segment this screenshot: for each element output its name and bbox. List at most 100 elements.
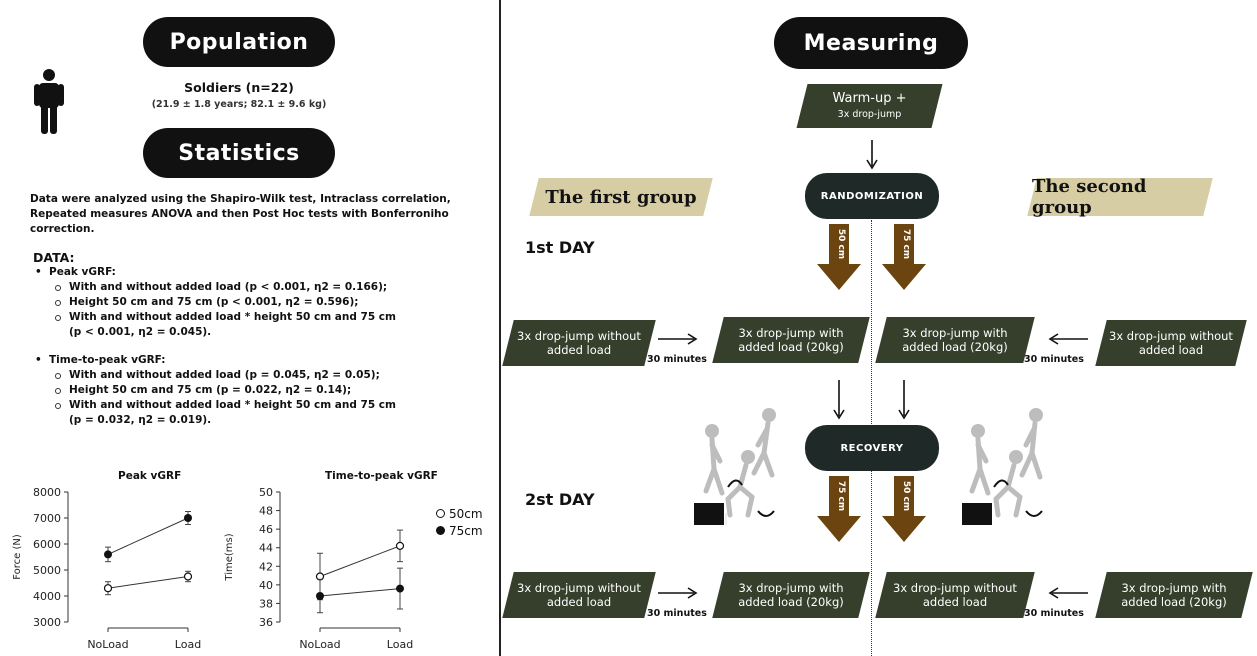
arrow-label: 75 cm <box>901 229 911 259</box>
row2-box-2: 3x drop-jump with added load (20kg) <box>712 572 870 618</box>
y-tick-label: 50 <box>259 486 273 499</box>
arrow-right-icon <box>658 587 698 599</box>
drop-jump-illustration-left <box>694 408 776 525</box>
open-circle-icon <box>436 509 445 518</box>
list-item: With and without added load (p = 0.045, … <box>35 368 475 383</box>
data-point-50cm <box>395 541 405 550</box>
arrow-down-icon <box>866 140 878 170</box>
y-tick-label: 7000 <box>33 512 61 525</box>
y-tick-label: 4000 <box>33 590 61 603</box>
person-icon <box>34 69 64 134</box>
statistics-title: Statistics <box>143 128 335 178</box>
recovery-box: RECOVERY <box>805 425 939 471</box>
y-tick-label: 40 <box>259 579 273 592</box>
series-line-75cm <box>319 588 401 597</box>
list-item: (p < 0.001, η2 = 0.045). <box>69 326 212 338</box>
row2-box-4: 3x drop-jump with added load (20kg) <box>1095 572 1253 618</box>
arrow-50cm-day2: 50 cm <box>882 476 926 542</box>
data-label: DATA: <box>33 250 75 265</box>
y-tick-label: 42 <box>259 560 273 573</box>
minutes-label: 30 minutes <box>1024 608 1084 619</box>
y-tick-label: 5000 <box>33 564 61 577</box>
row2-box-3: 3x drop-jump without added load <box>875 572 1035 618</box>
list-item: Height 50 cm and 75 cm (p < 0.001, η2 = … <box>35 295 475 310</box>
ttp-label: Time-to-peak vGRF: <box>49 354 166 366</box>
arrow-50cm-day1: 50 cm <box>817 224 861 290</box>
arrow-down-icon <box>898 380 910 420</box>
row1-box-4: 3x drop-jump without added load <box>1095 320 1247 366</box>
data-point-50cm <box>103 584 113 593</box>
chart-legend: 50cm 75cm <box>436 506 483 540</box>
x-tick-label: NoLoad <box>299 638 340 651</box>
arrow-label: 50 cm <box>901 481 911 511</box>
ttp-vgrf-chart: 36 38 40 42 44 46 48 50 NoLoad Load Time(ms) <box>224 486 413 651</box>
y-tick-label: 46 <box>259 523 273 536</box>
y-tick-label: 36 <box>259 616 273 629</box>
arrow-label: 75 cm <box>836 481 846 511</box>
legend-label: 75cm <box>449 524 483 538</box>
y-tick-label: 3000 <box>33 616 61 629</box>
legend-item-50cm: 50cm <box>436 506 483 523</box>
filled-circle-icon <box>436 526 445 535</box>
measuring-title: Measuring <box>774 17 968 69</box>
list-item: With and without added load (p < 0.001, … <box>35 280 475 295</box>
data-point-75cm <box>184 514 192 522</box>
minutes-label: 30 minutes <box>1024 354 1084 365</box>
y-tick-label: 6000 <box>33 538 61 551</box>
arrow-75cm-day2: 75 cm <box>817 476 861 542</box>
warmup-line1: Warm-up + <box>832 90 907 106</box>
row1-box-3: 3x drop-jump with added load (20kg) <box>875 317 1035 363</box>
ttp-label-item: • Time-to-peak vGRF: <box>35 354 166 366</box>
x-tick-label: Load <box>387 638 413 651</box>
series-line-50cm <box>107 576 189 589</box>
y-tick-label: 8000 <box>33 486 61 499</box>
population-sub: (21.9 ± 1.8 years; 82.1 ± 9.6 kg) <box>151 99 327 110</box>
chart-title-ttp: Time-to-peak vGRF <box>325 470 438 482</box>
day1-label: 1st DAY <box>525 238 595 257</box>
arrow-right-icon <box>658 333 698 345</box>
randomization-box: RANDOMIZATION <box>805 173 939 219</box>
list-item: Height 50 cm and 75 cm (p = 0.022, η2 = … <box>35 383 475 398</box>
statistics-text: Data were analyzed using the Shapiro-Wil… <box>30 193 451 235</box>
population-title: Population <box>143 17 335 67</box>
data-point-75cm <box>396 584 404 593</box>
peak-vgrf-chart: 3000 4000 5000 6000 7000 8000 NoLoad Load Force … <box>12 486 201 651</box>
row1-box-1: 3x drop-jump without added load <box>502 320 656 366</box>
series-line-75cm <box>107 517 189 555</box>
list-item: With and without added load * height 50 … <box>35 310 475 325</box>
series-line-50cm <box>319 545 401 577</box>
arrow-left-icon <box>1048 587 1088 599</box>
peak-label: Peak vGRF: <box>49 266 116 278</box>
list-item: With and without added load * height 50 … <box>35 398 475 413</box>
y-tick-label: 48 <box>259 505 273 518</box>
chart-title-peak: Peak vGRF <box>118 470 182 482</box>
row2-box-1: 3x drop-jump without added load <box>502 572 656 618</box>
arrow-label: 50 cm <box>836 229 846 259</box>
arrow-75cm-day1: 75 cm <box>882 224 926 290</box>
minutes-label: 30 minutes <box>647 608 707 619</box>
second-group-label: The second group <box>1027 176 1213 218</box>
drop-jump-illustration-right <box>962 408 1043 525</box>
ttp-list: • Time-to-peak vGRF: With and without add… <box>35 353 475 428</box>
warmup-line2: 3x drop-jump <box>837 108 902 120</box>
peak-label-item: • Peak vGRF: <box>35 266 116 278</box>
legend-label: 50cm <box>449 507 483 521</box>
y-tick-label: 38 <box>259 597 273 610</box>
list-item: (p = 0.032, η2 = 0.019). <box>69 414 212 426</box>
data-point-75cm <box>104 550 112 559</box>
data-point-75cm <box>316 592 324 600</box>
legend-item-75cm: 75cm <box>436 523 483 540</box>
panel-divider <box>499 0 501 656</box>
row1-box-2: 3x drop-jump with added load (20kg) <box>712 317 870 363</box>
warmup-box: Warm-up + 3x drop-jump <box>796 84 943 128</box>
population-text: Soldiers (n=22) <box>184 80 294 95</box>
first-group-label: The first group <box>529 178 713 216</box>
arrow-left-icon <box>1048 333 1088 345</box>
arrow-down-icon <box>833 380 845 420</box>
data-point-50cm <box>183 572 193 581</box>
x-tick-label: NoLoad <box>87 638 128 651</box>
peak-list: • Peak vGRF: With and without added load … <box>35 265 475 340</box>
minutes-label: 30 minutes <box>647 354 707 365</box>
y-tick-label: 44 <box>259 542 273 555</box>
y-axis-label: Force (N) <box>12 534 23 580</box>
